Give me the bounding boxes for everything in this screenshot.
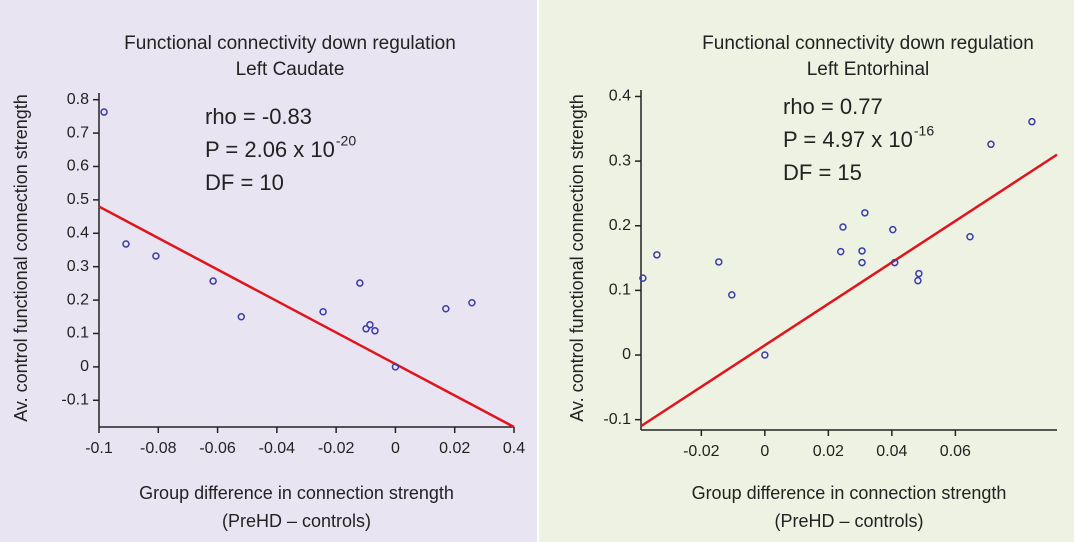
data-point [728,291,736,299]
y-tick-label: 0.2 [67,291,89,308]
panel-background [539,0,1074,542]
annotation-superscript: -20 [336,133,356,149]
annotation-superscript: -16 [914,123,934,139]
data-point [442,305,450,313]
data-point [715,258,723,266]
data-point [152,252,160,260]
data-point [319,308,327,316]
data-point [356,279,364,287]
data-point [858,247,866,255]
y-tick-label: 0.3 [67,258,89,275]
data-point [468,299,476,307]
chart-title: Functional connectivity down regulation [702,33,1034,54]
chart-title: Functional connectivity down regulation [124,33,456,54]
x-axis-label: (PreHD – controls) [222,511,371,531]
data-point [362,325,370,333]
annotation: P = 2.06 x 10 [205,137,335,162]
x-tick-label: 0.4 [503,440,525,457]
y-tick-label: 0.4 [609,88,631,105]
x-axis-label: (PreHD – controls) [774,511,923,531]
y-tick-label: 0.1 [67,325,89,342]
y-tick-label: -0.1 [603,411,631,428]
x-tick-label: -0.08 [140,440,177,457]
x-axis-label: Group difference in connection strength [692,483,1007,503]
chart-subtitle: Left Caudate [236,59,345,80]
x-tick-label: 0.04 [876,443,907,460]
annotation: rho = 0.77 [783,94,883,119]
x-tick-label: -0.06 [199,440,236,457]
data-point [890,258,899,267]
annotation: DF = 10 [205,170,284,195]
x-tick-label: -0.1 [85,440,113,457]
y-tick-label: 0 [622,346,631,363]
chart-subtitle: Left Entorhinal [807,59,930,80]
y-tick-label: 0.6 [67,158,89,175]
data-point [371,327,379,335]
y-axis-label: Av. control functional connection streng… [567,94,587,422]
data-point [209,277,217,285]
x-tick-label: 0.06 [940,443,971,460]
y-tick-label: 0.7 [67,124,89,141]
data-point [914,276,922,285]
data-point [391,363,400,371]
fit-line [98,205,515,429]
annotation: rho = -0.83 [205,104,312,129]
x-tick-label: -0.02 [318,440,355,457]
y-tick-label: 0.1 [609,282,631,299]
data-point [987,140,995,149]
data-point [839,223,847,231]
data-point [858,258,866,267]
data-point [761,351,769,359]
y-tick-label: 0.2 [609,217,631,234]
y-tick-label: 0.3 [609,152,631,169]
data-point [915,269,923,278]
data-point [889,225,897,234]
data-point [966,232,974,241]
y-tick-label: 0.8 [67,91,89,108]
y-axis-label: Av. control functional connection streng… [11,94,31,422]
fit-line [640,153,1058,428]
data-point [836,247,845,256]
data-point [861,209,869,217]
data-point [366,321,374,329]
y-tick-label: 0.4 [67,224,89,241]
data-point [653,251,661,259]
y-tick-label: 0 [80,358,89,375]
data-point [639,274,647,282]
panel-background [0,0,537,542]
data-point [122,240,130,248]
x-tick-label: 0 [760,443,769,460]
x-tick-label: -0.02 [683,443,720,460]
x-tick-label: 0.02 [813,443,844,460]
data-point [237,313,246,321]
x-tick-label: 0 [391,440,400,457]
data-point [100,108,108,116]
x-tick-label: -0.04 [259,440,296,457]
y-tick-label: 0.5 [67,191,89,208]
annotation: DF = 15 [783,160,862,185]
annotation: P = 4.97 x 10 [783,127,913,152]
y-tick-label: -0.1 [61,391,89,408]
data-point [1028,117,1036,126]
x-axis-label: Group difference in connection strength [139,483,454,503]
x-tick-label: 0.02 [439,440,470,457]
